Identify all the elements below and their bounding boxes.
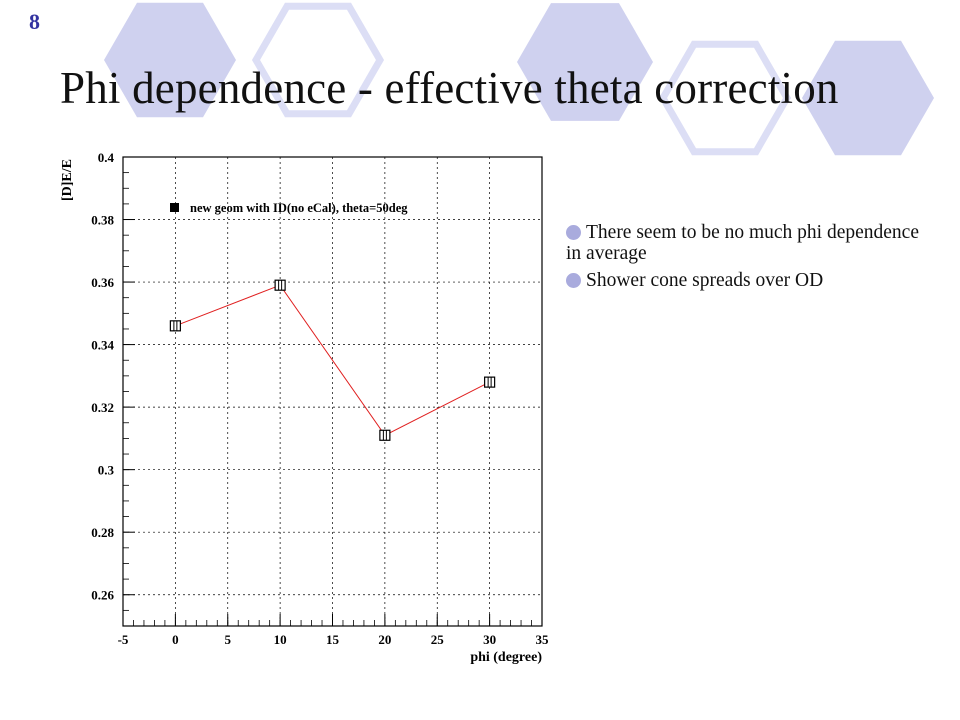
- x-tick-label: 30: [483, 632, 496, 647]
- legend-label: new geom with ID(no eCal), theta=50deg: [190, 201, 408, 215]
- y-tick-label: 0.36: [91, 275, 114, 290]
- y-tick-label: 0.32: [91, 400, 114, 415]
- slide-title: Phi dependence - effective theta correct…: [60, 63, 839, 113]
- data-point: [484, 376, 496, 388]
- bullet-text: There seem to be no much phi dependence …: [566, 222, 919, 264]
- x-tick-label: 25: [431, 632, 445, 647]
- legend-marker: [170, 203, 179, 212]
- y-tick-label: 0.26: [91, 588, 114, 603]
- x-tick-label: 5: [225, 632, 232, 647]
- decor-hexagon-filled: [517, 3, 653, 121]
- x-tick-label: -5: [118, 632, 129, 647]
- decor-hexagon-filled: [104, 2, 236, 118]
- data-point: [169, 320, 181, 332]
- data-point-marker: [484, 376, 496, 388]
- bullet-item: Shower cone spreads over OD: [566, 270, 936, 291]
- x-tick-label: 10: [274, 632, 287, 647]
- series-line: [175, 284, 490, 436]
- y-tick-label: 0.4: [98, 150, 115, 165]
- bullet-text: Shower cone spreads over OD: [586, 270, 824, 291]
- x-tick-label: 15: [326, 632, 340, 647]
- data-point-marker: [169, 320, 181, 332]
- data-point-marker: [379, 429, 391, 441]
- y-tick-label: 0.3: [98, 463, 115, 478]
- y-axis-label: [D]E/E: [60, 159, 75, 201]
- y-tick-label: 0.28: [91, 525, 114, 540]
- decor-hexagon-filled: [802, 40, 934, 156]
- slide-number: 8: [29, 9, 40, 34]
- bullet-dot-icon: [566, 225, 581, 240]
- data-point-marker: [274, 279, 286, 291]
- x-tick-label: 35: [536, 632, 550, 647]
- data-point: [379, 429, 391, 441]
- data-point: [274, 279, 286, 291]
- bullet-item: There seem to be no much phi dependence …: [566, 222, 936, 264]
- x-axis-label: phi (degree): [470, 650, 542, 665]
- decor-hexagon-outline: [658, 40, 792, 156]
- y-tick-label: 0.38: [91, 213, 114, 228]
- y-tick-label: 0.34: [91, 338, 114, 353]
- x-tick-label: 0: [172, 632, 179, 647]
- bullet-list: There seem to be no much phi dependence …: [566, 222, 936, 297]
- bullet-dot-icon: [566, 273, 581, 288]
- decor-hexagon-outline: [251, 2, 385, 118]
- x-tick-label: 20: [378, 632, 391, 647]
- legend: new geom with ID(no eCal), theta=50deg: [170, 201, 408, 215]
